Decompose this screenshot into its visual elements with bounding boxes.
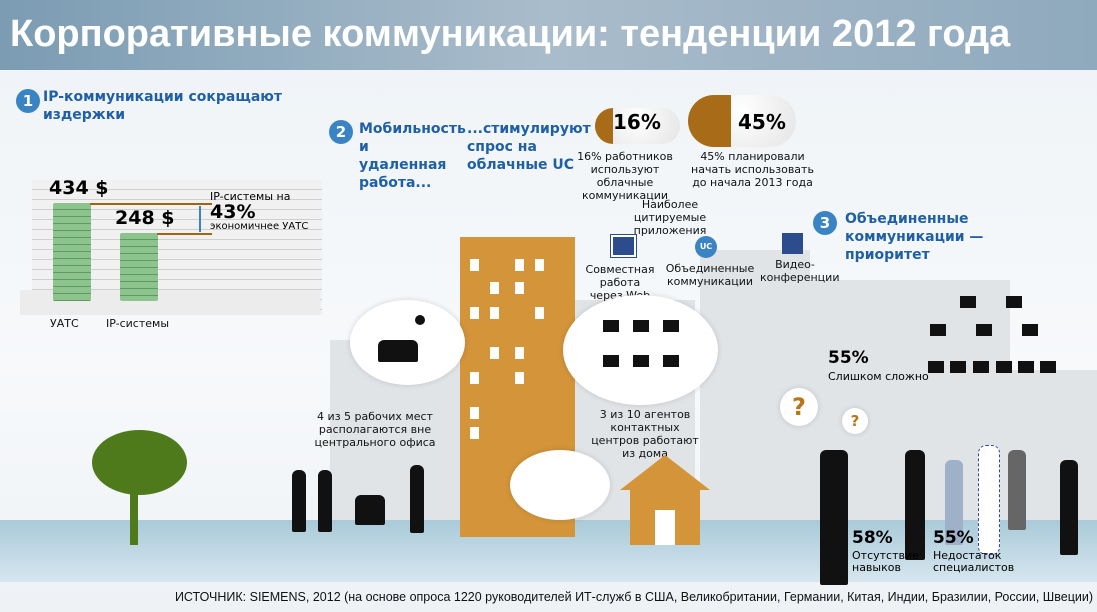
person-silhouette [292,470,306,532]
stat-complex-label: Слишком сложно [828,370,929,383]
section2-heading-a: Мобильность и удаленная работа... [359,121,466,191]
source-note: ИСТОЧНИК: SIEMENS, 2012 (на основе опрос… [174,590,1093,604]
stat-skills-label: Отсутствие навыков [852,549,919,574]
value-label-ip: 248 $ [115,207,175,229]
section1-heading: IP-коммуникации сокращают издержки [43,89,283,123]
cloud-45-icon [688,95,796,147]
stat-staff-value: 55% [933,528,974,548]
home-workers-bubble [510,450,610,520]
savings-note-bottom: экономичнее УАТС [210,221,309,232]
tree-icon [92,430,187,495]
question-bubble-icon: ? [842,408,868,434]
video-conference-icon [782,233,803,254]
stat-16-value: 16% [613,110,661,134]
section-number-2: 2 [329,120,353,144]
stat-staff-label: Недостаток специалистов [933,549,1015,574]
bar-ip-systems [120,233,158,301]
person-silhouette [1008,450,1026,530]
section-number-3: 3 [813,211,837,235]
person-silhouette [905,450,925,560]
house-roof [620,455,710,490]
level-line-uatc [90,203,212,205]
person-thinking-silhouette [820,450,848,585]
app-label-uc: Объединенные коммуникации [665,262,755,288]
person-silhouette [318,470,332,532]
person-silhouette [355,495,385,525]
person-silhouette [945,460,963,545]
page-title: Корпоративные коммуникации: тенденции 20… [10,13,1011,55]
office-worker-bubble [350,300,465,385]
stat-45-text: 45% планировали начать использовать до н… [691,150,814,189]
apps-title: Наиболее цитируемые приложения [633,198,707,237]
cloud-16-icon [595,108,680,144]
house-icon [630,490,700,545]
section3-heading: Объединенные коммуникации — приоритет [845,211,984,263]
savings-note-top: IP-системы на [210,190,291,203]
uc-icon: UC [695,236,717,258]
title-bar [0,0,1097,70]
difference-arrow-icon [199,206,201,232]
savings-percent: 43% [210,201,256,223]
person-silhouette [1060,460,1078,555]
stat-skills-value: 58% [852,528,893,548]
stat-complex-value: 55% [828,348,869,368]
level-line-ip [157,233,212,235]
section-number-1: 1 [16,89,40,113]
stat-45-value: 45% [738,110,786,134]
value-label-uatc: 434 $ [49,177,109,199]
stat-16-text: 16% работников используют облачные комму… [577,150,673,202]
workplaces-text: 4 из 5 рабочих мест располагаются вне це… [314,410,436,449]
missing-specialist-outline [978,445,1000,555]
category-label-uatc: УАТС [50,317,79,330]
tree-trunk [130,475,138,545]
app-label-video: Видео-конференции [760,258,840,284]
section2-heading-b: ...стимулируют спрос на облачные UC [467,121,591,173]
category-label-ip: IP-системы [106,317,170,330]
question-bubble-icon: ? [780,388,818,426]
call-center-bubble [563,295,718,405]
background-building [700,250,810,520]
web-collaboration-icon [610,234,637,258]
org-chart-icon [928,296,1058,382]
bar-uatc [53,203,91,301]
person-silhouette [410,465,424,533]
agents-text: 3 из 10 агентов контактных центров работ… [591,408,699,460]
